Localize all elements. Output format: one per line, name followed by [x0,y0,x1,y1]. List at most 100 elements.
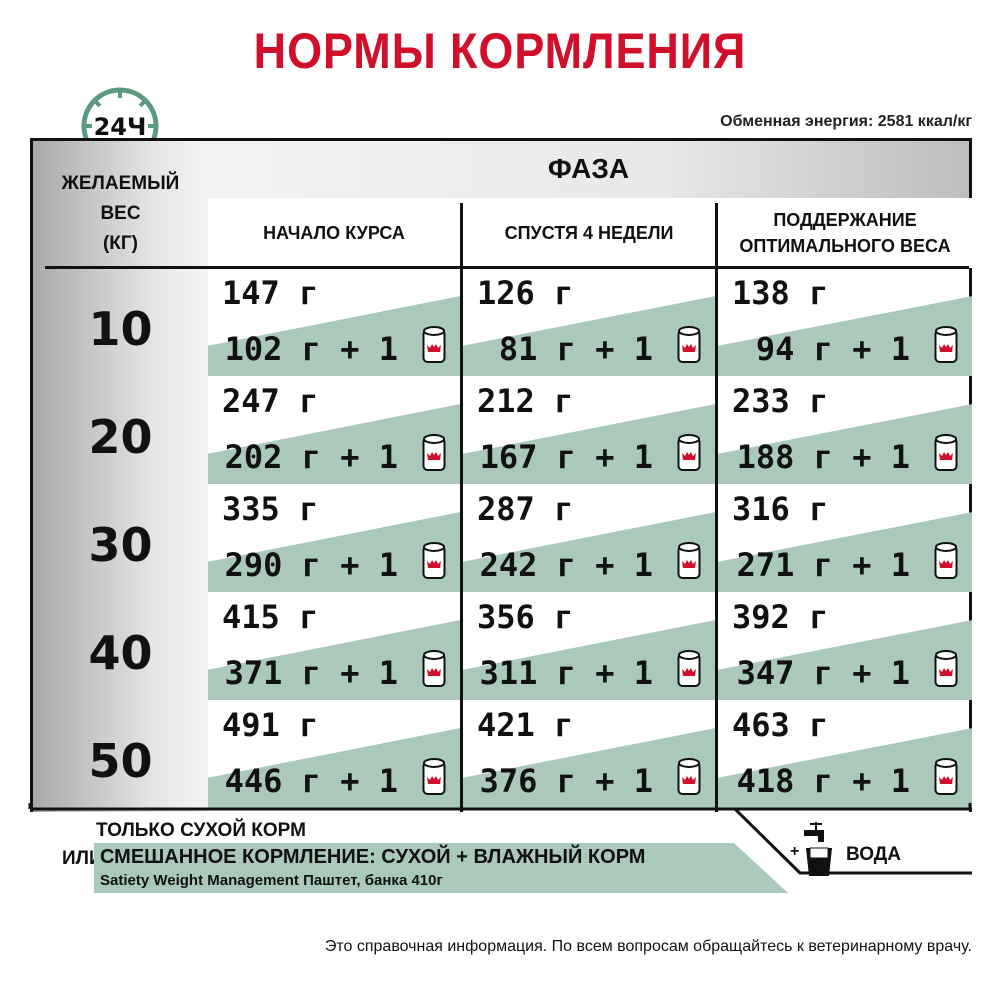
weight-header: ЖЕЛАЕМЫЙ ВЕС (КГ) [33,169,208,259]
wet-food-can-icon [934,756,958,796]
legend-dry-only: ТОЛЬКО СУХОЙ КОРМ [96,820,306,841]
column-header-text: НАЧАЛО КУРСА [263,223,405,243]
mixed-amount: 81 г + 1 [498,330,653,368]
weight-header-line: (КГ) [102,233,139,254]
svg-text:24Ч: 24Ч [94,113,147,141]
page-title: НОРМЫ КОРМЛЕНИЯ [253,23,747,79]
dry-amount: 287 г [477,490,574,528]
wet-food-can-icon [422,432,446,472]
header-divider [45,266,969,269]
mixed-amount: 371 г + 1 [224,654,398,692]
dry-amount: 233 г [732,382,829,420]
wet-food-can-icon [677,648,701,688]
column-header-start: НАЧАЛО КУРСА [208,198,460,268]
mixed-amount: 102 г + 1 [224,330,398,368]
legend-water: ВОДА [846,844,902,865]
dry-amount: 415 г [222,598,319,636]
feeding-cell: 126 г 81 г + 1 [463,268,715,376]
wet-food-can-icon [677,324,701,364]
mixed-amount: 290 г + 1 [224,546,398,584]
feeding-table: ФАЗА ЖЕЛАЕМЫЙ ВЕС (КГ) НАЧАЛО КУРСА СПУС… [30,138,972,812]
column-divider [715,203,718,812]
dry-amount: 126 г [477,274,574,312]
dry-amount: 147 г [222,274,319,312]
feeding-cell: 247 г 202 г + 1 [208,376,460,484]
weight-header-line: ЖЕЛАЕМЫЙ [61,173,180,194]
feeding-cell: 356 г 311 г + 1 [463,592,715,700]
weight-header-line: ВЕС [100,203,141,224]
legend-mixed: СМЕШАННОЕ КОРМЛЕНИЕ: СУХОЙ + ВЛАЖНЫЙ КОР… [100,846,646,868]
wet-food-can-icon [934,432,958,472]
water-plus: + [790,843,800,860]
wet-food-can-icon [677,540,701,580]
dry-amount: 491 г [222,706,319,744]
phase-band [208,141,969,198]
table-row: 30 335 г 290 г + 1 287 г 242 г + 1 316 г… [88,484,972,592]
wet-food-can-icon [677,432,701,472]
mixed-amount: 446 г + 1 [224,762,398,800]
table-row: 20 247 г 202 г + 1 212 г 167 г + 1 233 г… [88,376,972,484]
feeding-cell: 415 г 371 г + 1 [208,592,460,700]
mixed-amount: 271 г + 1 [736,546,910,584]
mixed-amount: 202 г + 1 [224,438,398,476]
mixed-amount: 188 г + 1 [736,438,910,476]
legend-mixed-product: Satiety Weight Management Паштет, банка … [100,872,443,889]
dry-amount: 316 г [732,490,829,528]
wet-food-can-icon [422,756,446,796]
table-row: 40 415 г 371 г + 1 356 г 311 г + 1 392 г… [88,592,972,700]
feeding-cell: 335 г 290 г + 1 [208,484,460,592]
feeding-cell: 491 г 446 г + 1 [208,700,460,808]
feeding-cell: 392 г 347 г + 1 [718,592,972,700]
dry-amount: 356 г [477,598,574,636]
legend-mixed-band [94,843,788,893]
mixed-amount: 376 г + 1 [479,762,653,800]
column-divider [460,203,463,812]
wet-food-can-icon [422,540,446,580]
weight-value: 20 [88,410,153,464]
footer-disclaimer: Это справочная информация. По всем вопро… [324,938,972,955]
phase-header: ФАЗА [547,153,630,184]
table-row: 10 147 г 102 г + 1 126 г 81 г + 1 138 г … [88,268,972,376]
mixed-amount: 167 г + 1 [479,438,653,476]
mixed-amount: 94 г + 1 [755,330,910,368]
mixed-amount: 242 г + 1 [479,546,653,584]
weight-value: 40 [88,626,153,680]
water-tap-icon [804,822,832,876]
column-header-maintenance: ПОДДЕРЖАНИЕ ОПТИМАЛЬНОГО ВЕСА [718,198,972,268]
wet-food-can-icon [934,324,958,364]
dry-amount: 421 г [477,706,574,744]
wet-food-can-icon [422,324,446,364]
feeding-cell: 212 г 167 г + 1 [463,376,715,484]
mixed-amount: 311 г + 1 [479,654,653,692]
dry-amount: 392 г [732,598,829,636]
dry-amount: 138 г [732,274,829,312]
legend-or: ИЛИ [62,848,103,869]
feeding-cell: 421 г 376 г + 1 [463,700,715,808]
column-header-text: СПУСТЯ 4 НЕДЕЛИ [504,223,674,243]
feeding-cell: 316 г 271 г + 1 [718,484,972,592]
wet-food-can-icon [422,648,446,688]
dry-amount: 463 г [732,706,829,744]
weight-value: 30 [88,518,153,572]
table-row: 50 491 г 446 г + 1 421 г 376 г + 1 463 г… [88,700,972,808]
mixed-amount: 418 г + 1 [736,762,910,800]
feeding-cell: 287 г 242 г + 1 [463,484,715,592]
dry-amount: 335 г [222,490,319,528]
mixed-amount: 347 г + 1 [736,654,910,692]
energy-info: Обменная энергия: 2581 ккал/кг [720,113,972,130]
column-header-text: ПОДДЕРЖАНИЕ [773,210,917,230]
wet-food-can-icon [677,756,701,796]
wet-food-can-icon [934,540,958,580]
dry-amount: 212 г [477,382,574,420]
weight-value: 10 [88,302,153,356]
table-bottom-border [28,803,972,875]
feeding-cell: 233 г 188 г + 1 [718,376,972,484]
feeding-cell: 138 г 94 г + 1 [718,268,972,376]
feeding-cell: 463 г 418 г + 1 [718,700,972,808]
column-header-4weeks: СПУСТЯ 4 НЕДЕЛИ [463,198,715,268]
column-header-text: ОПТИМАЛЬНОГО ВЕСА [739,236,951,256]
weight-column [33,141,208,812]
wet-food-can-icon [934,648,958,688]
feeding-cell: 147 г 102 г + 1 [208,268,460,376]
dry-amount: 247 г [222,382,319,420]
